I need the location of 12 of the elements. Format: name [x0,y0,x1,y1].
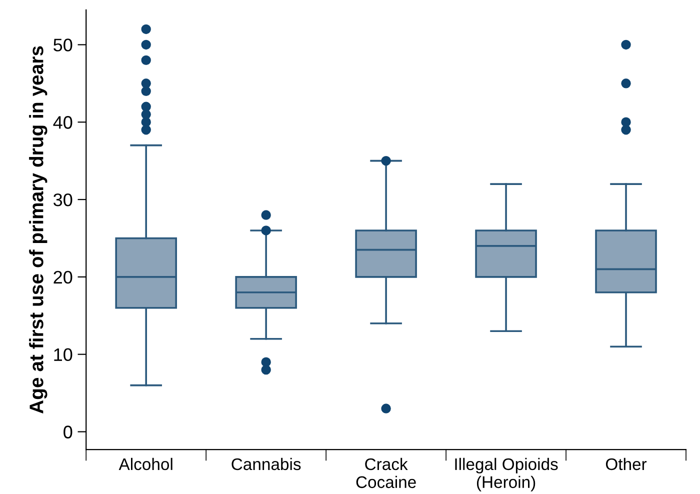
x-tick-label: Other [606,458,647,470]
y-tick-label: 20 [54,270,72,284]
y-tick-label: 30 [54,193,72,206]
y-axis-title: Age at first use of primary drug in years [29,46,48,414]
y-tick-label: 0 [64,426,72,438]
x-tick-label: Alcohol [118,458,172,470]
x-tick-label: Crack Cocaine [356,458,416,488]
y-tick-label: 40 [53,116,72,129]
y-tick-label: 10 [54,348,72,362]
y-tick-label: 50 [54,38,72,52]
x-tick-label: Cannabis [232,458,301,470]
x-tick-label: Illegal Opioids (Heroin) [455,458,558,492]
